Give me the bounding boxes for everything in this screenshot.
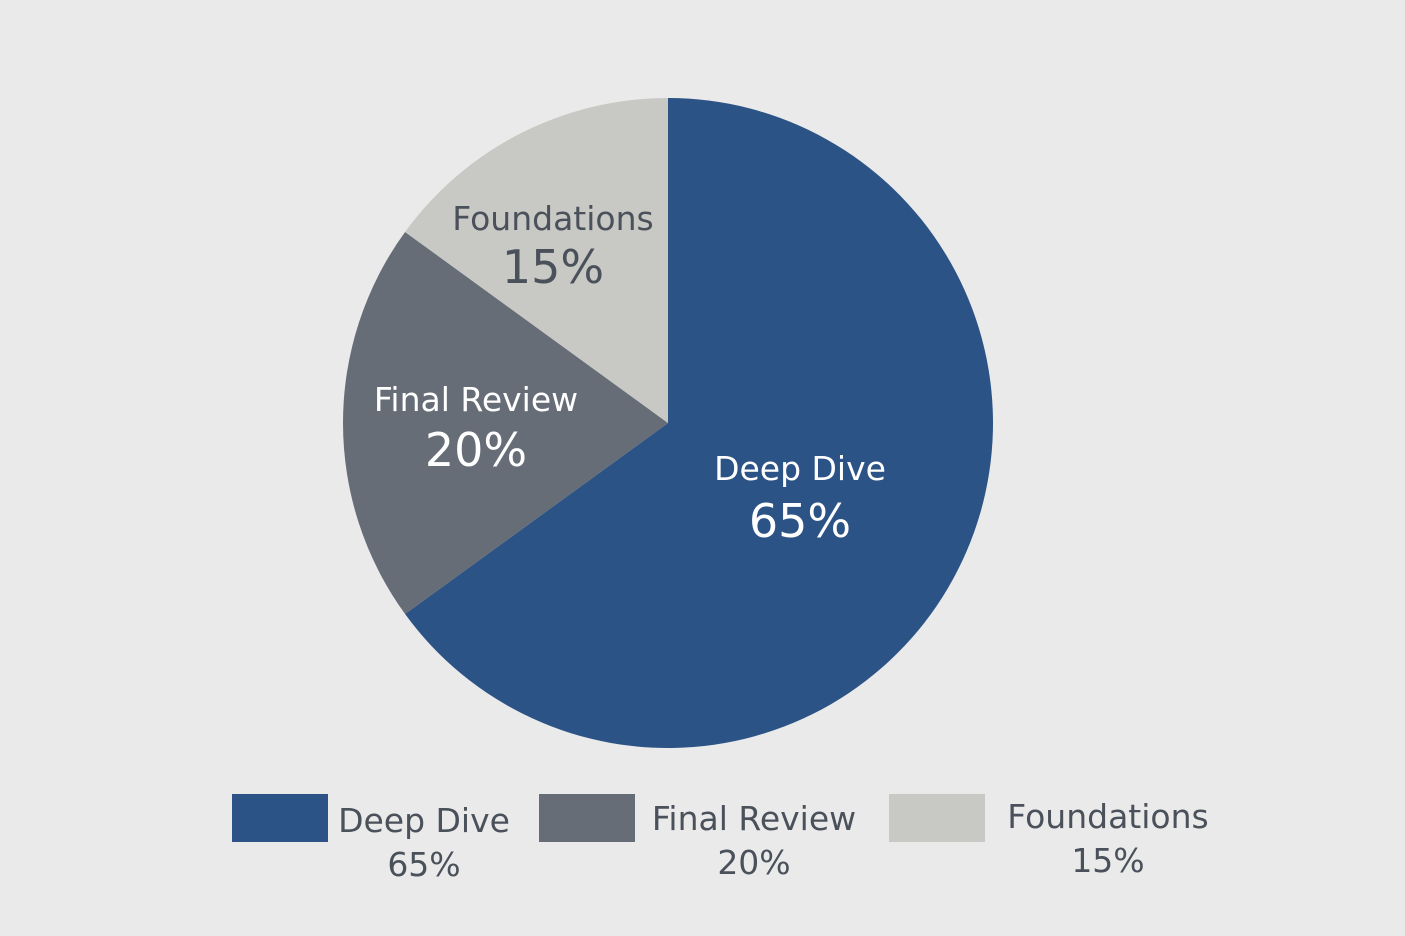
legend-label: Final Review — [652, 799, 856, 838]
slice-label-final-review: Final Review — [374, 380, 578, 419]
legend-label: Deep Dive — [338, 801, 510, 840]
legend-swatch — [889, 794, 985, 842]
pie-slice-foundations — [405, 98, 668, 423]
legend: Deep Dive 65% Final Review 20% Foundations 15… — [232, 794, 1209, 884]
legend-label: Foundations — [1007, 797, 1208, 836]
legend-item-foundations: Foundations 15% — [889, 794, 1209, 880]
slice-label-deep-dive: Deep Dive — [714, 449, 886, 488]
legend-item-deep-dive: Deep Dive 65% — [232, 794, 510, 884]
pie-slice-deep-dive — [405, 98, 994, 749]
slice-value-final-review: 20% — [425, 423, 527, 477]
slice-value-deep-dive: 65% — [749, 494, 851, 548]
legend-swatch — [232, 794, 328, 842]
legend-value: 20% — [717, 843, 790, 882]
legend-value: 65% — [387, 845, 460, 884]
legend-value: 15% — [1071, 841, 1144, 880]
legend-swatch — [539, 794, 635, 842]
pie-slice-labels: Deep Dive 65% Final Review 20% Foundations15… — [374, 199, 886, 548]
slice-label-foundations: Foundations — [452, 199, 653, 238]
legend-item-final-review: Final Review 20% — [539, 794, 856, 882]
pie-slice-final-review — [343, 231, 668, 615]
pie-slices — [343, 98, 994, 749]
slice-value-foundations: 15% — [502, 240, 604, 294]
